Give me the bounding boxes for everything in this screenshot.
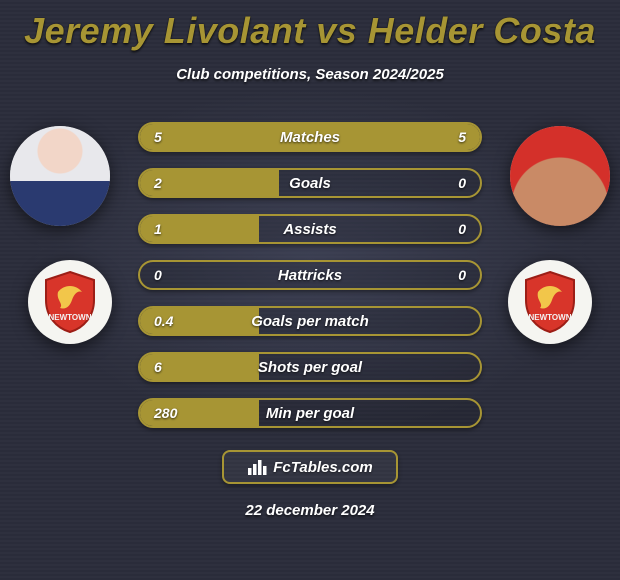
brand-link[interactable]: FcTables.com	[222, 450, 398, 484]
stat-value-left: 0	[154, 262, 162, 288]
shield-icon: NEWTOWN	[42, 270, 98, 334]
brand-label: FcTables.com	[273, 459, 372, 476]
svg-text:NEWTOWN: NEWTOWN	[529, 313, 572, 322]
club-crest-right: NEWTOWN	[508, 260, 592, 344]
stat-value-right: 0	[458, 170, 466, 196]
player-right-avatar	[510, 126, 610, 226]
club-crest-left: NEWTOWN	[28, 260, 112, 344]
stat-value-right: 0	[458, 216, 466, 242]
stat-row: 5 Matches 5	[138, 122, 482, 152]
page-title: Jeremy Livolant vs Helder Costa	[0, 0, 620, 52]
stat-label: Hattricks	[140, 262, 480, 288]
stat-row: 2 Goals 0	[138, 168, 482, 198]
stat-row: 0 Hattricks 0	[138, 260, 482, 290]
stat-fill-left	[140, 124, 310, 150]
stat-fill-left	[140, 400, 259, 426]
player-left-avatar	[10, 126, 110, 226]
stat-fill-left	[140, 308, 259, 334]
shield-icon: NEWTOWN	[522, 270, 578, 334]
stat-row: 280 Min per goal	[138, 398, 482, 428]
stat-fill-left	[140, 354, 259, 380]
bars-icon	[247, 458, 267, 476]
stats-panel: 5 Matches 5 2 Goals 0 1 Assists 0 0 Hatt…	[138, 122, 482, 444]
date-label: 22 december 2024	[0, 502, 620, 519]
stat-row: 6 Shots per goal	[138, 352, 482, 382]
stat-fill-left	[140, 170, 279, 196]
stat-row: 1 Assists 0	[138, 214, 482, 244]
stat-fill-right	[310, 124, 480, 150]
stat-row: 0.4 Goals per match	[138, 306, 482, 336]
svg-text:NEWTOWN: NEWTOWN	[49, 313, 92, 322]
stat-value-right: 0	[458, 262, 466, 288]
stat-fill-left	[140, 216, 259, 242]
subtitle: Club competitions, Season 2024/2025	[0, 66, 620, 83]
